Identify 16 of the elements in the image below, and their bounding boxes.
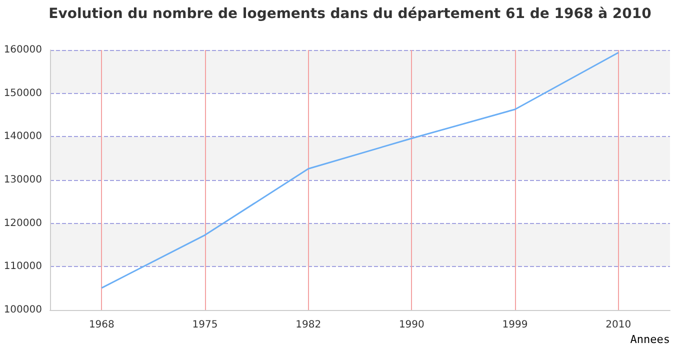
y-tick-label: 110000 — [4, 261, 42, 272]
x-tick-label: 1990 — [398, 320, 424, 330]
x-tick-label: 1968 — [88, 320, 114, 330]
chart-title: Evolution du nombre de logements dans du département 61 de 1968 à 2010 — [48, 6, 652, 22]
x-tick-label: 1999 — [502, 320, 528, 330]
y-tick-label: 150000 — [4, 88, 42, 99]
x-tick-label: 1982 — [296, 320, 322, 330]
x-tick-label: 1975 — [192, 320, 218, 330]
y-tick-label: 140000 — [4, 131, 42, 142]
y-tick-label: 160000 — [4, 44, 42, 56]
y-tick-label: 130000 — [4, 174, 42, 186]
y-tick-label: 100000 — [4, 304, 42, 316]
x-tick-label: 2010 — [606, 320, 632, 330]
x-axis-title: Annees — [630, 333, 670, 346]
line-series — [100, 52, 620, 289]
y-tick-label: 120000 — [4, 218, 42, 229]
